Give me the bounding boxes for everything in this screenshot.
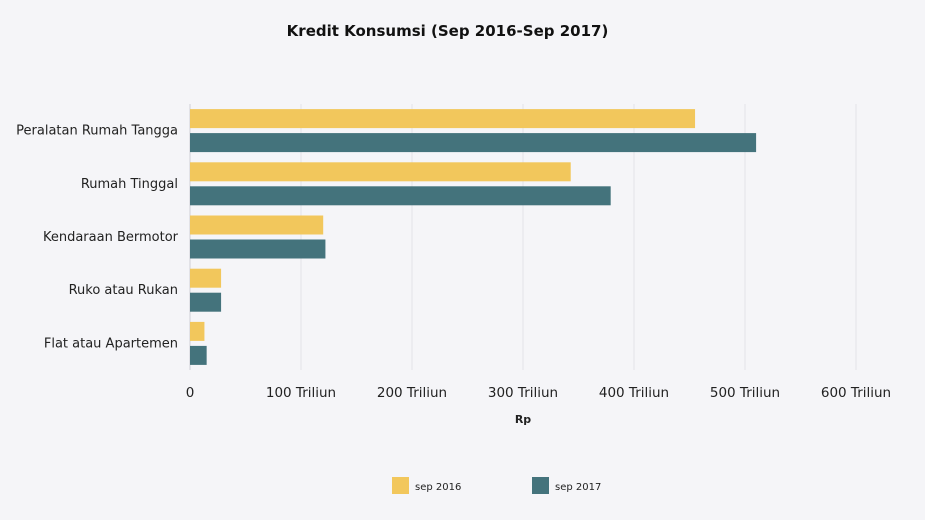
category-label: Flat atau Apartemen [44, 336, 178, 351]
category-label: Kendaraan Bermotor [43, 230, 179, 245]
x-tick-label: 100 Triliun [266, 385, 336, 401]
bar [190, 186, 611, 206]
legend-label: sep 2017 [555, 482, 601, 493]
bar [190, 239, 326, 259]
bar [190, 268, 222, 288]
legend-swatch [532, 477, 549, 494]
category-label: Peralatan Rumah Tangga [16, 124, 178, 139]
x-axis-title: Rp [515, 413, 531, 426]
category-label: Rumah Tinggal [81, 177, 178, 192]
x-tick-label: 0 [186, 385, 195, 401]
category-label: Ruko atau Rukan [69, 283, 178, 298]
bar [190, 215, 324, 235]
x-tick-label: 400 Triliun [599, 385, 669, 401]
bar [190, 321, 205, 341]
x-tick-label: 500 Triliun [710, 385, 780, 401]
legend-label: sep 2016 [415, 482, 461, 493]
legend-swatch [392, 477, 409, 494]
x-tick-label: 300 Triliun [488, 385, 558, 401]
bar [190, 162, 571, 182]
bar [190, 109, 696, 129]
x-tick-label: 200 Triliun [377, 385, 447, 401]
chart-title: Kredit Konsumsi (Sep 2016-Sep 2017) [286, 22, 609, 40]
x-tick-label: 600 Triliun [821, 385, 891, 401]
bar [190, 292, 222, 312]
bar [190, 345, 207, 365]
bar [190, 133, 757, 153]
